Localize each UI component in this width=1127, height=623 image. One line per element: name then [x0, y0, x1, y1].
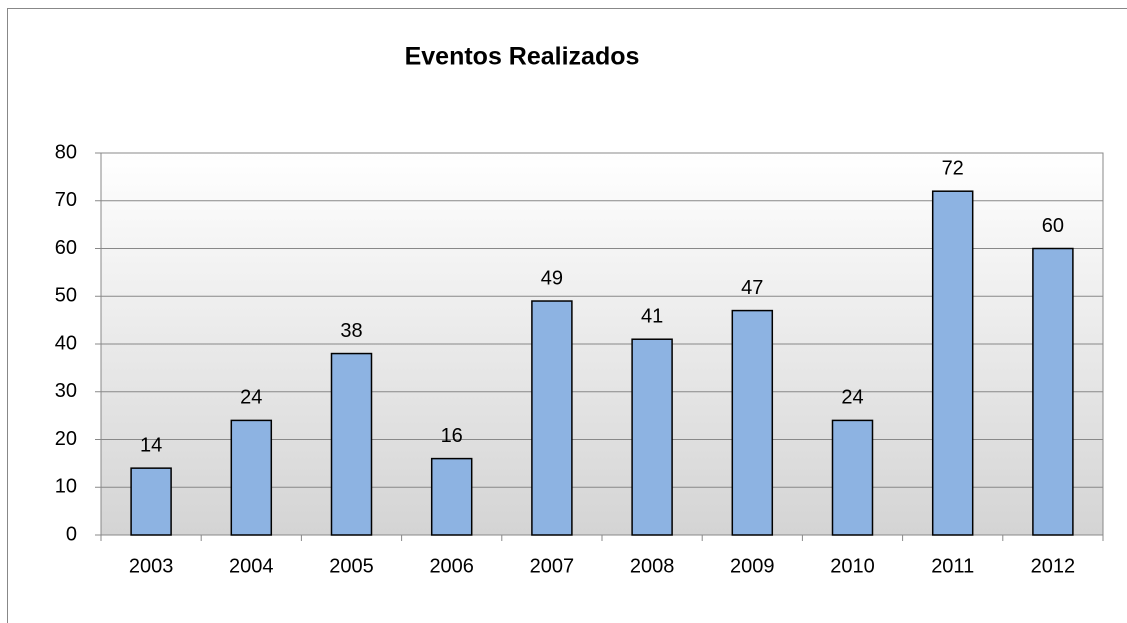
data-label: 24	[240, 387, 262, 409]
bar	[831, 419, 874, 536]
bar	[1032, 247, 1074, 536]
data-label: 24	[841, 387, 863, 409]
x-tick-label: 2007	[530, 555, 575, 577]
y-tick-label: 40	[55, 332, 77, 354]
data-label: 38	[340, 320, 362, 342]
y-tick-label: 50	[55, 285, 77, 307]
chart-title: Eventos Realizados	[405, 43, 640, 71]
bar	[130, 467, 172, 536]
data-label: 47	[741, 277, 763, 299]
bar	[531, 300, 573, 536]
y-tick-label: 20	[55, 428, 77, 450]
y-tick-label: 60	[55, 237, 77, 259]
bar	[430, 457, 473, 536]
y-tick-label: 80	[55, 141, 77, 163]
x-tick-label: 2005	[329, 555, 374, 577]
x-tick-label: 2006	[429, 555, 474, 577]
y-tick-label: 70	[55, 189, 77, 211]
data-label: 72	[942, 157, 964, 179]
bar	[631, 338, 673, 536]
y-tick-label: 10	[55, 476, 77, 498]
x-tick-label: 2009	[730, 555, 775, 577]
data-label: 60	[1042, 215, 1064, 237]
x-tick-label: 2003	[129, 555, 174, 577]
x-tick-label: 2012	[1031, 555, 1076, 577]
x-tick-label: 2011	[931, 555, 974, 577]
bar	[931, 190, 974, 536]
bar	[230, 419, 273, 536]
y-tick-label: 30	[55, 380, 77, 402]
frame	[7, 8, 1127, 623]
x-tick-label: 2008	[630, 555, 675, 577]
data-label: 41	[641, 306, 663, 328]
x-tick-label: 2004	[229, 555, 274, 577]
data-label: 14	[140, 434, 162, 456]
x-tick-label: 2010	[830, 555, 875, 577]
data-label: 16	[441, 425, 463, 447]
data-label: 49	[541, 267, 563, 289]
bar	[330, 352, 373, 536]
bar	[731, 309, 774, 536]
y-tick-label: 0	[66, 523, 77, 545]
